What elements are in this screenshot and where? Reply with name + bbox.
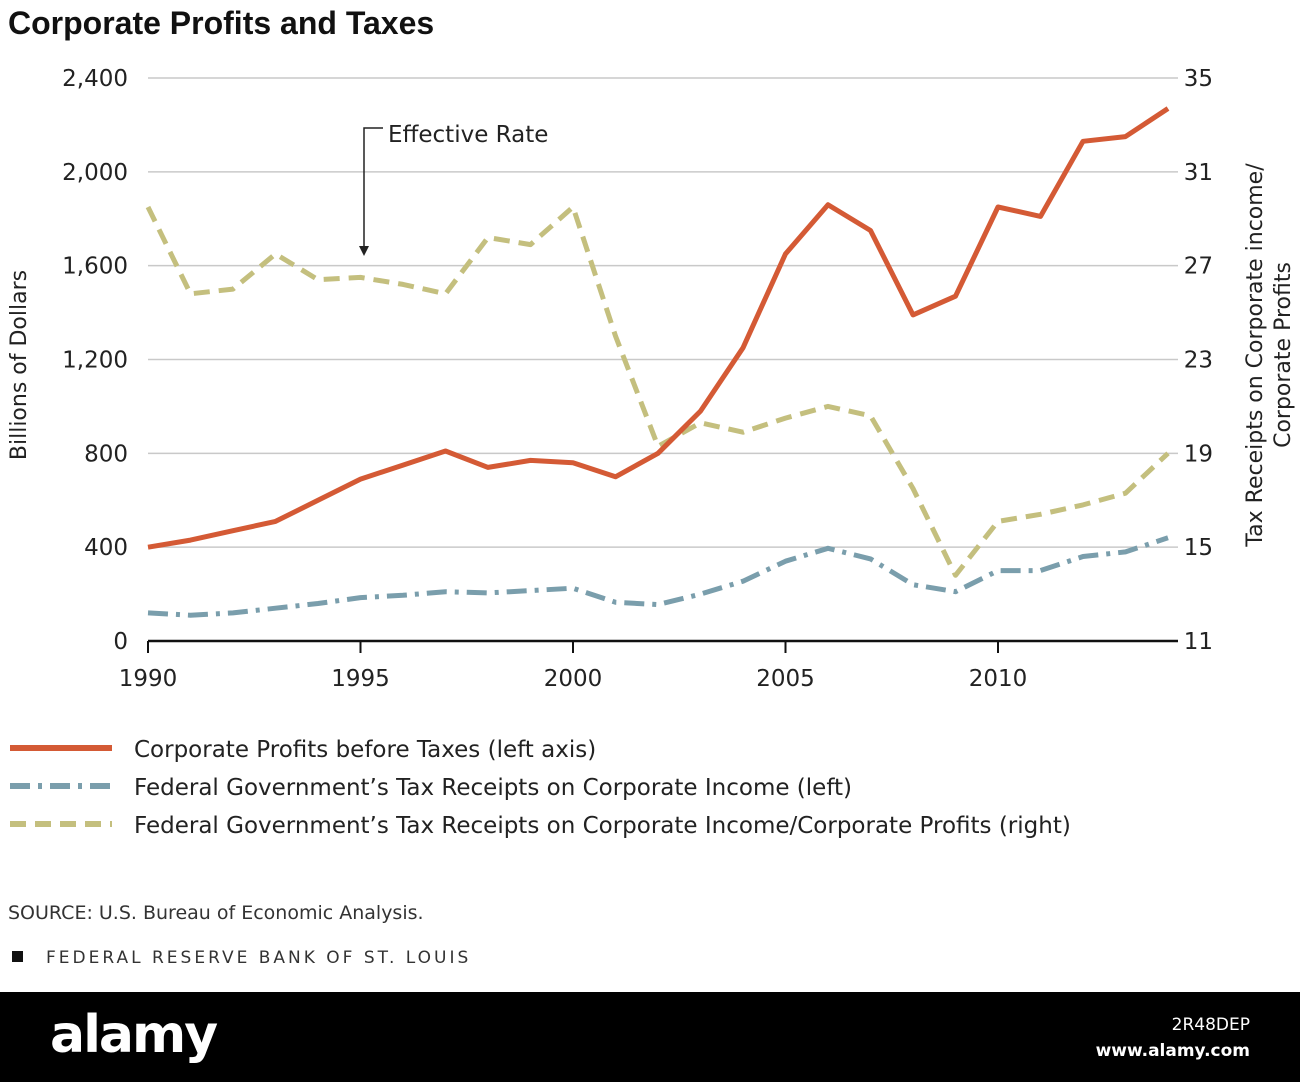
left-tick-label: 2,000: [62, 160, 128, 186]
right-tick-label: 11: [1184, 629, 1213, 655]
annotation-leader-line: [363, 127, 383, 248]
left-tick-label: 0: [113, 629, 128, 655]
x-tick-label: 1990: [119, 666, 178, 692]
legend-label-1: Corporate Profits before Taxes (left axi…: [134, 737, 596, 763]
left-axis-label: Billions of Dollars: [7, 270, 32, 460]
org-square-icon: [12, 951, 23, 962]
left-tick-label: 400: [84, 535, 128, 561]
series-line-2: [147, 535, 1169, 618]
gridlines: [148, 77, 1178, 643]
watermark-logo: alamy: [50, 1005, 218, 1065]
left-tick-label: 2,400: [62, 66, 128, 92]
x-tick-label: 2000: [544, 666, 603, 692]
legend-label-2: Federal Government’s Tax Receipts on Cor…: [134, 775, 852, 801]
right-axis-label-line-1: Tax Receipts on Corporate income/: [1243, 163, 1268, 548]
legend: Corporate Profits before Taxes (left axi…: [10, 737, 1071, 839]
annotation-label: Effective Rate: [388, 122, 548, 148]
right-tick-label: 31: [1184, 160, 1213, 186]
watermark-info: 2R48DEP www.alamy.com: [1096, 1012, 1250, 1064]
x-axis-ticks: 1990 1995 2000 2005 2010: [119, 641, 1028, 692]
watermark-footer: [0, 992, 1300, 1082]
right-tick-label: 15: [1184, 535, 1213, 561]
series-line-3: [145, 204, 1170, 578]
effective-rate-annotation: Effective Rate: [359, 122, 548, 256]
right-tick-label: 27: [1184, 254, 1213, 280]
chart-canvas: Corporate Profits and Taxes 0 400 800 1,200…: [7, 5, 1296, 968]
left-axis-ticks: 0 400 800 1,200 1,600 2,000 2,400: [62, 66, 128, 655]
series-line-1: [147, 106, 1170, 550]
organization-label: FEDERAL RESERVE BANK OF ST. LOUIS: [46, 948, 471, 968]
right-axis-label: Tax Receipts on Corporate income/ Corpor…: [1243, 163, 1296, 548]
watermark-url: www.alamy.com: [1095, 1041, 1250, 1061]
chart-title: Corporate Profits and Taxes: [8, 5, 434, 41]
right-axis-label-line-2: Corporate Profits: [1271, 262, 1296, 448]
right-tick-label: 23: [1184, 348, 1213, 374]
x-tick-label: 2010: [969, 666, 1028, 692]
series-lines: [145, 106, 1170, 618]
left-tick-label: 800: [84, 441, 128, 467]
legend-label-3: Federal Government’s Tax Receipts on Cor…: [134, 813, 1071, 839]
right-tick-label: 35: [1184, 66, 1213, 92]
left-tick-label: 1,600: [62, 254, 128, 280]
right-tick-label: 19: [1184, 441, 1213, 467]
right-axis-ticks: 11 15 19 23 27 31 35: [1184, 66, 1213, 655]
x-tick-label: 1995: [331, 666, 390, 692]
source-note: SOURCE: U.S. Bureau of Economic Analysis…: [8, 902, 424, 924]
annotation-arrowhead-icon: [359, 246, 369, 256]
x-tick-label: 2005: [756, 666, 815, 692]
left-tick-label: 1,200: [62, 348, 128, 374]
watermark-image-id: 2R48DEP: [1171, 1015, 1250, 1035]
